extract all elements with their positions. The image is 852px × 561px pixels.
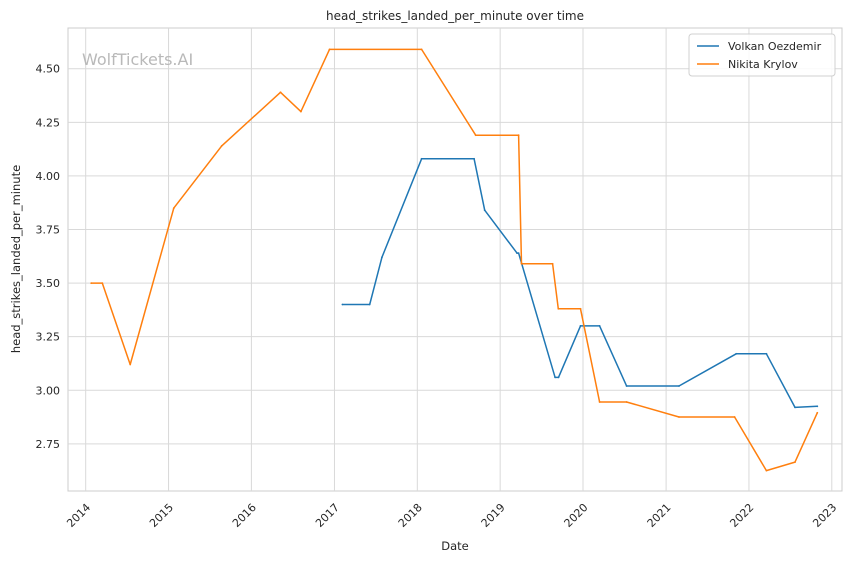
y-tick-label: 2.75 xyxy=(36,438,61,451)
data-point-nikita-krylov xyxy=(520,262,523,265)
data-point-nikita-krylov xyxy=(557,307,560,310)
legend-label-nikita-krylov: Nikita Krylov xyxy=(728,58,798,71)
data-point-nikita-krylov xyxy=(279,91,282,94)
data-point-volkan-oezdemir xyxy=(554,376,556,379)
watermark: WolfTickets.AI xyxy=(82,50,193,69)
data-point-nikita-krylov xyxy=(551,262,554,265)
data-point-nikita-krylov xyxy=(220,145,223,147)
y-tick-label: 4.25 xyxy=(36,116,61,129)
y-tick-label: 3.25 xyxy=(36,331,61,344)
y-axis-label: head_strikes_landed_per_minute xyxy=(9,165,23,353)
data-point-nikita-krylov xyxy=(794,461,796,463)
data-point-nikita-krylov xyxy=(172,207,175,210)
data-point-nikita-krylov xyxy=(733,416,736,418)
data-point-volkan-oezdemir xyxy=(368,303,371,306)
chart-title: head_strikes_landed_per_minute over time xyxy=(326,9,584,23)
data-point-volkan-oezdemir xyxy=(625,385,628,387)
data-point-volkan-oezdemir xyxy=(735,352,738,355)
data-point-volkan-oezdemir xyxy=(517,252,520,255)
legend-label-volkan-oezdemir: Volkan Oezdemir xyxy=(728,40,822,53)
data-point-volkan-oezdemir xyxy=(579,325,582,327)
plot-area xyxy=(67,27,843,492)
series-line-nikita-krylov xyxy=(91,48,818,472)
data-point-nikita-krylov xyxy=(625,401,628,403)
data-point-volkan-oezdemir xyxy=(420,157,423,160)
data-point-volkan-oezdemir xyxy=(381,256,383,259)
data-point-nikita-krylov xyxy=(598,401,601,403)
data-point-nikita-krylov xyxy=(129,363,132,366)
series-nikita-krylov xyxy=(90,48,819,472)
data-point-nikita-krylov xyxy=(101,282,104,284)
y-axis-ticks: 2.75 3.00 3.25 3.50 3.75 4.00 4.25 4.50 xyxy=(36,63,61,451)
y-tick-label: 4.50 xyxy=(36,63,61,76)
data-point-nikita-krylov xyxy=(517,134,520,137)
legend: Volkan Oezdemir Nikita Krylov xyxy=(688,33,836,77)
data-point-volkan-oezdemir xyxy=(341,303,344,306)
series-volkan-oezdemir xyxy=(341,157,819,409)
y-tick-label: 3.50 xyxy=(36,277,61,290)
data-point-volkan-oezdemir xyxy=(598,325,601,327)
data-point-volkan-oezdemir xyxy=(678,385,680,387)
y-tick-label: 3.00 xyxy=(36,384,61,397)
data-point-nikita-krylov xyxy=(765,469,768,472)
data-point-nikita-krylov xyxy=(678,416,680,418)
data-point-volkan-oezdemir xyxy=(765,352,768,355)
data-point-volkan-oezdemir xyxy=(516,252,518,255)
data-point-nikita-krylov xyxy=(328,48,331,51)
data-point-nikita-krylov xyxy=(420,48,423,51)
data-point-nikita-krylov xyxy=(474,134,477,137)
y-tick-label: 3.75 xyxy=(36,223,61,236)
x-axis-label: Date xyxy=(441,539,469,553)
data-point-volkan-oezdemir xyxy=(816,405,819,408)
series-layer xyxy=(90,48,819,472)
data-point-nikita-krylov xyxy=(816,411,819,414)
data-point-volkan-oezdemir xyxy=(794,406,796,409)
data-point-volkan-oezdemir xyxy=(473,157,475,160)
series-line-volkan-oezdemir xyxy=(342,158,818,409)
legend-box xyxy=(688,33,836,77)
y-tick-label: 4.00 xyxy=(36,170,61,183)
data-point-nikita-krylov xyxy=(90,282,93,284)
data-point-nikita-krylov xyxy=(300,110,302,113)
data-point-volkan-oezdemir xyxy=(483,209,486,212)
data-point-nikita-krylov xyxy=(579,307,582,310)
data-point-volkan-oezdemir xyxy=(557,376,560,379)
grid xyxy=(68,28,842,491)
